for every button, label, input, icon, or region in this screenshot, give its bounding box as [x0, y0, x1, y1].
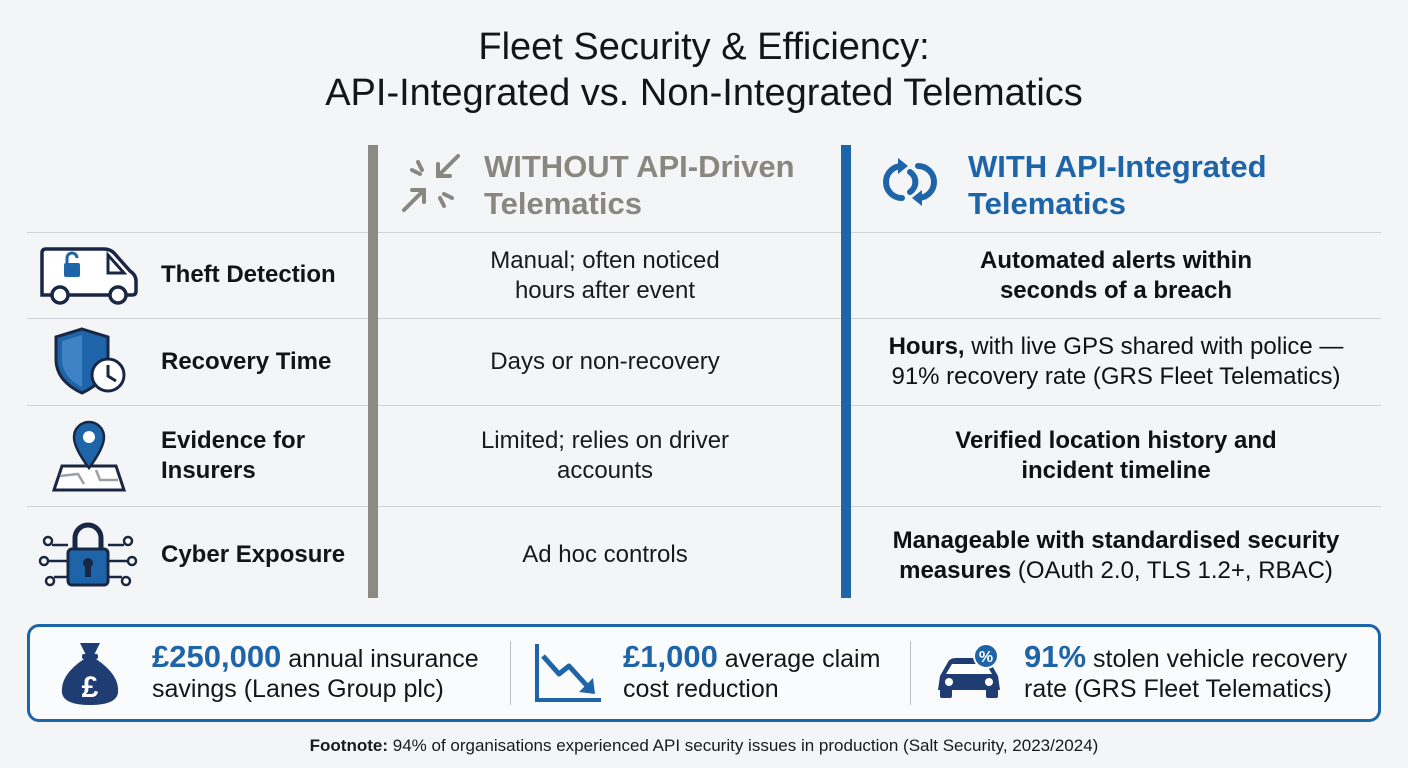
row-separator	[851, 318, 1381, 319]
without-recovery-time: Days or non-recovery	[490, 348, 720, 375]
title-line-1: Fleet Security & Efficiency:	[478, 26, 930, 68]
without-column-header: WITHOUT API-Driven Telematics	[484, 148, 824, 222]
row-separator	[378, 318, 841, 319]
van-lock-icon	[40, 247, 138, 305]
money-bag-pound-icon: £	[61, 643, 119, 705]
row-separator	[851, 405, 1381, 406]
with-header-line-2: Telematics	[968, 186, 1126, 221]
padlock-network-icon	[38, 522, 138, 587]
row-separator	[27, 318, 368, 319]
row-separator	[27, 232, 368, 233]
without-theft-detection: Manual; often noticed hours after event	[490, 247, 720, 304]
stat-divider	[510, 641, 511, 705]
stat-recovery-rate: % 91% stolen vehicle recovery rate (GRS …	[934, 627, 1374, 719]
row-separator	[378, 405, 841, 406]
page-title: Fleet Security & Efficiency: API-Integra…	[0, 24, 1408, 116]
with-evidence-for-insurers: Verified location history and incident t…	[955, 427, 1277, 484]
stat-claim-reduction: £1,000 average claim cost reduction	[533, 627, 903, 719]
row-label-recovery-time: Recovery Time	[161, 348, 332, 375]
declining-chart-icon	[535, 644, 601, 702]
row-separator	[378, 232, 841, 233]
stats-panel: £ £250,000 annual insurance savings (Lan…	[27, 624, 1381, 722]
stat-divider	[910, 641, 911, 705]
title-line-2: API-Integrated vs. Non-Integrated Telema…	[325, 72, 1083, 114]
row-separator	[378, 506, 841, 507]
row-label-evidence-for-insurers: Evidence for Insurers	[161, 427, 306, 484]
map-pin-icon	[51, 420, 127, 492]
footnote: Footnote: 94% of organisations experienc…	[309, 736, 1099, 755]
row-separator	[851, 506, 1381, 507]
shield-clock-icon	[54, 327, 126, 395]
svg-text:%: %	[979, 649, 993, 666]
without-cyber-exposure: Ad hoc controls	[522, 541, 688, 568]
row-separator	[851, 232, 1381, 233]
row-label-theft-detection: Theft Detection	[161, 261, 336, 288]
without-evidence-for-insurers: Limited; relies on driver accounts	[480, 427, 730, 484]
row-separator	[27, 506, 368, 507]
row-label-cyber-exposure: Cyber Exposure	[161, 541, 346, 568]
with-theft-detection: Automated alerts within seconds of a bre…	[979, 247, 1253, 304]
row-separator	[27, 405, 368, 406]
with-column-divider	[841, 145, 851, 598]
without-header-line-2: Telematics	[484, 186, 642, 221]
stat-insurance-savings: £ £250,000 annual insurance savings (Lan…	[54, 627, 509, 719]
arrows-inward-icon	[402, 154, 460, 212]
car-percent-icon: %	[938, 643, 1000, 698]
without-column-divider	[368, 145, 378, 598]
with-header-line-1: WITH API-Integrated	[968, 149, 1267, 184]
with-cyber-exposure: Manageable with standardised security me…	[892, 527, 1340, 584]
sync-links-icon	[883, 158, 937, 206]
svg-text:£: £	[82, 671, 99, 704]
with-column-header: WITH API-Integrated Telematics	[968, 148, 1348, 222]
with-recovery-time: Hours, with live GPS shared with police …	[888, 333, 1344, 390]
without-header-line-1: WITHOUT API-Driven	[484, 149, 795, 184]
